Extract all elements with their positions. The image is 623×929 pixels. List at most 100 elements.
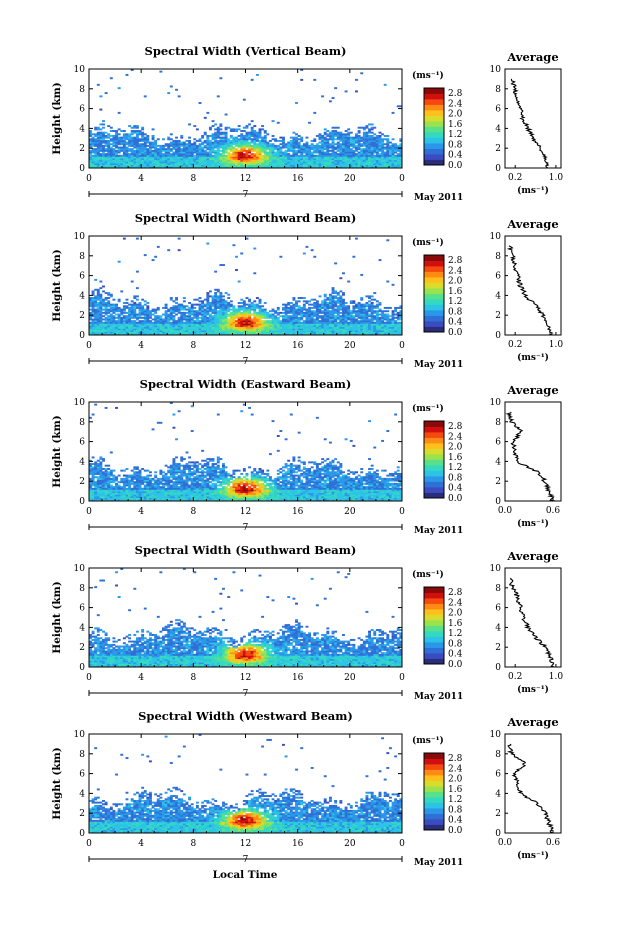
heatmap-cell [94, 333, 98, 336]
heatmap-cell [263, 146, 267, 149]
heatmap-cell [229, 333, 233, 336]
heatmap-cell [248, 133, 252, 136]
heatmap-cell [310, 306, 314, 309]
heatmap-cell [287, 163, 291, 165]
heatmap-cell [193, 164, 197, 167]
heatmap-cell [180, 166, 184, 169]
x-tick-label: 0 [399, 341, 405, 351]
heatmap-cell [373, 166, 377, 169]
heatmap-cell [167, 333, 171, 336]
heatmap-cell [109, 333, 113, 336]
heatmap-cell [386, 159, 390, 162]
heatmap-cell [206, 153, 210, 156]
heatmap-cell [365, 331, 369, 334]
colorbar-swatch [424, 132, 444, 138]
heatmap-cell [339, 144, 343, 147]
heatmap-cell [331, 333, 335, 336]
heatmap-cell [89, 166, 92, 169]
heatmap [89, 69, 403, 169]
heatmap-cell [253, 139, 257, 142]
heatmap-cell [271, 163, 275, 165]
heatmap-cell [315, 143, 319, 146]
heatmap-cell [188, 154, 192, 157]
heatmap-cell [180, 311, 184, 314]
heatmap-cell [373, 163, 377, 165]
heatmap-cell [355, 90, 358, 93]
heatmap-cell [141, 161, 145, 164]
heatmap-cell [268, 144, 272, 147]
heatmap-cell [138, 164, 142, 167]
heatmap-cell [268, 161, 272, 164]
heatmap-cell [193, 320, 197, 323]
heatmap-cell [250, 331, 254, 334]
heatmap-cell [133, 141, 137, 144]
heatmap-cell [188, 163, 192, 165]
heatmap-cell [211, 151, 215, 154]
colorbar-tick-label: 0.0 [448, 328, 463, 338]
heatmap-cell [344, 158, 348, 161]
heatmap-cell [102, 315, 105, 318]
heatmap-cell [237, 144, 241, 147]
heatmap-cell [96, 144, 100, 147]
heatmap-cell [245, 135, 249, 137]
heatmap-cell [89, 159, 92, 162]
heatmap-cell [102, 318, 105, 321]
heatmap-cell [135, 161, 139, 164]
heatmap-cell [308, 121, 312, 124]
heatmap-cell [146, 135, 150, 137]
heatmap-cell [169, 163, 173, 165]
heatmap-cell [248, 123, 252, 126]
heatmap-cell [175, 156, 178, 159]
heatmap-cell [120, 159, 124, 162]
heatmap-cell [206, 156, 210, 159]
heatmap-cell [138, 130, 142, 132]
heatmap-cell [295, 164, 298, 167]
heatmap-cell [396, 321, 400, 324]
heatmap-cell [219, 139, 223, 142]
heatmap-cell [289, 315, 293, 318]
heatmap-cell [308, 163, 312, 165]
heatmap-cell [133, 143, 137, 146]
heatmap-cell [156, 149, 160, 152]
heatmap-cell [154, 151, 158, 154]
heatmap-cell [274, 159, 278, 162]
heatmap-cell [362, 143, 366, 146]
heatmap-cell [154, 144, 158, 147]
heatmap-cell [370, 161, 374, 164]
heatmap-cell [206, 148, 210, 151]
heatmap-cell [104, 154, 108, 157]
average-profile-line [510, 78, 550, 169]
heatmap-cell [115, 131, 118, 134]
heatmap-cell [242, 148, 246, 151]
heatmap-cell [310, 144, 314, 147]
heatmap-cell [386, 161, 390, 164]
heatmap-cell [365, 144, 369, 147]
heatmap-cell [394, 148, 398, 151]
heatmap-cell [381, 153, 385, 156]
heatmap-cell [198, 159, 202, 162]
heatmap-cell [284, 144, 288, 147]
heatmap-cell [190, 166, 194, 169]
heatmap-cell [89, 154, 92, 157]
heatmap-cell [208, 126, 212, 129]
heatmap-cell [391, 153, 395, 156]
colorbar-swatch [424, 148, 444, 155]
heatmap-cell [232, 148, 236, 151]
heatmap-cell [154, 308, 158, 311]
heatmap-cell [245, 153, 249, 156]
heatmap-cell [193, 143, 197, 146]
heatmap-cell [94, 163, 98, 165]
heatmap-cell [310, 166, 314, 169]
heatmap-cell [222, 159, 225, 162]
heatmap-cell [102, 158, 105, 161]
heatmap-cell [362, 144, 366, 147]
heatmap-cell [253, 138, 257, 141]
heatmap-cell [248, 333, 252, 336]
heatmap-cell [208, 161, 212, 164]
heatmap-cell [240, 305, 244, 308]
heatmap-cell [240, 133, 244, 136]
heatmap-cell [94, 331, 98, 334]
heatmap-cell [305, 149, 309, 152]
heatmap-cell [117, 149, 121, 152]
heatmap-cell [331, 130, 335, 132]
